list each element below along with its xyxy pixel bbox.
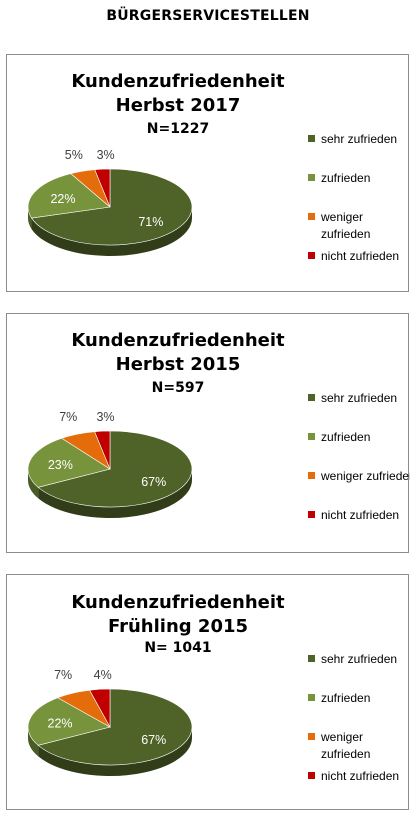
legend: sehr zufrieden zufrieden weniger zufrieden n… (308, 652, 399, 783)
legend-label: zufrieden (321, 227, 370, 241)
chart-sample-size: N= 1041 (144, 640, 211, 656)
data-label: 71% (138, 215, 163, 229)
legend-swatch (308, 472, 315, 479)
pie-chart-2: 67% 23% 7% 3% Kundenzufriedenheit Herbst 2015… (27, 330, 410, 522)
pie-slice-nicht-zufrieden (94, 430, 111, 470)
chart-subtitle: Herbst 2015 (116, 354, 241, 375)
chart-subtitle: Herbst 2017 (116, 95, 241, 116)
legend: sehr zufrieden zufrieden weniger zufrieden… (308, 391, 410, 522)
chart-title: Kundenzufriedenheit (71, 71, 285, 92)
pie-side-walls (28, 207, 193, 256)
pie-slice-sehr-zufrieden (37, 430, 193, 508)
data-label: 7% (59, 410, 77, 424)
data-label: 67% (141, 733, 166, 747)
legend-swatch (308, 694, 315, 701)
data-label: 67% (141, 475, 166, 489)
pie-slice-nicht-zufrieden (94, 168, 111, 208)
pie-slice-zufrieden (27, 437, 111, 488)
legend-swatch (308, 772, 315, 779)
legend-swatch (308, 433, 315, 440)
legend-label: weniger (320, 730, 363, 744)
data-label: 3% (96, 410, 114, 424)
legend-label: zufrieden (321, 691, 370, 705)
legend-label: nicht zufrieden (321, 508, 399, 522)
pie-side-sehr-zufrieden (38, 727, 192, 776)
legend-swatch (308, 174, 315, 181)
legend-label: sehr zufrieden (321, 132, 397, 146)
chart-panel-3: 67% 22% 7% 4% Kundenzufriedenheit Frühling 20… (6, 574, 409, 810)
data-label: 22% (48, 717, 73, 731)
legend-swatch (308, 655, 315, 662)
chart-sample-size: N=1227 (147, 121, 209, 137)
pie-side-zufrieden (28, 727, 39, 757)
legend-label: sehr zufrieden (321, 652, 397, 666)
pie-chart-1: 71% 22% 5% 3% Kundenzufriedenheit Herbst 2017… (27, 71, 399, 263)
pie-slice-zufrieden (27, 173, 111, 219)
pie-side-zufrieden (28, 469, 39, 499)
legend-swatch (308, 252, 315, 259)
legend-label: zufrieden (321, 430, 370, 444)
legend: sehr zufrieden zufrieden weniger zufrieden n… (308, 132, 399, 263)
pie-chart-3: 67% 22% 7% 4% Kundenzufriedenheit Frühling 20… (27, 592, 399, 783)
legend-swatch (308, 394, 315, 401)
legend-label: nicht zufrieden (321, 769, 399, 783)
pie-slice-sehr-zufrieden (31, 168, 193, 246)
pie-slice-nicht-zufrieden (89, 688, 111, 729)
pie-side-sehr-zufrieden (31, 207, 193, 256)
pie-side-sehr-zufrieden (38, 469, 192, 518)
chart-sample-size: N=597 (152, 380, 205, 396)
chart-title: Kundenzufriedenheit (71, 592, 285, 613)
page-title: BÜRGERSERVICESTELLEN (106, 8, 310, 24)
pie-slice-sehr-zufrieden (37, 688, 193, 766)
legend-swatch (308, 213, 315, 220)
data-label: 7% (54, 668, 72, 682)
chart-title: Kundenzufriedenheit (71, 330, 285, 351)
pie-side-zufrieden (28, 207, 32, 230)
legend-label: zufrieden (321, 171, 370, 185)
pie-slice-zufrieden (27, 697, 111, 746)
chart-subtitle: Frühling 2015 (108, 616, 248, 637)
data-label: 4% (94, 668, 112, 682)
legend-swatch (308, 135, 315, 142)
legend-label: zufrieden (321, 747, 370, 761)
data-label: 23% (48, 458, 73, 472)
legend-label: nicht zufrieden (321, 249, 399, 263)
pie-side-walls (28, 469, 192, 518)
chart-panel-1: 71% 22% 5% 3% Kundenzufriedenheit Herbst 2017… (6, 54, 409, 292)
legend-label: sehr zufrieden (321, 391, 397, 405)
data-label: 5% (65, 148, 83, 162)
pie-side-walls (28, 727, 192, 776)
legend-swatch (308, 511, 315, 518)
legend-label: weniger zufrieden (320, 469, 410, 483)
data-label: 3% (97, 148, 115, 162)
legend-label: weniger (320, 210, 363, 224)
legend-swatch (308, 733, 315, 740)
data-label: 22% (50, 192, 75, 206)
chart-panel-2: 67% 23% 7% 3% Kundenzufriedenheit Herbst 2015… (6, 313, 410, 553)
